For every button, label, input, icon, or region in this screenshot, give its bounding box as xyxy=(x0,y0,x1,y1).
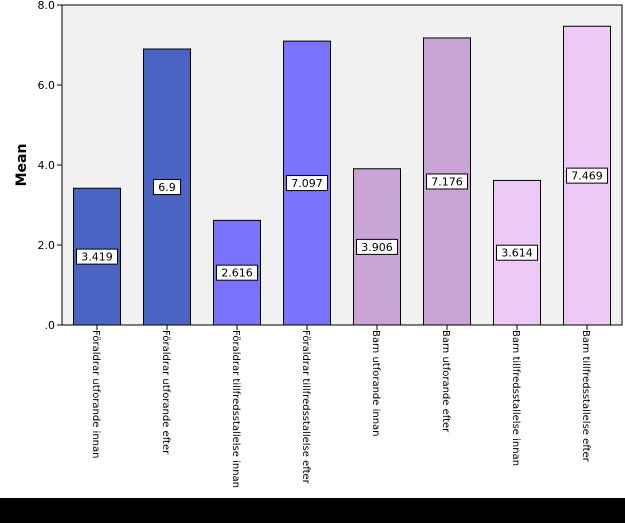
category-label: Barn utforande innan xyxy=(370,330,381,437)
y-axis-label: Mean xyxy=(14,144,30,187)
value-label: 7.469 xyxy=(571,170,603,183)
category-label: Föraldrar utforande innan xyxy=(90,330,101,458)
value-labels: 3.419 6.9 2.616 7.097 3.906 7.176 3.614 7.469 xyxy=(76,167,608,281)
y-tick-label: 4.0 xyxy=(38,159,56,172)
value-label-box xyxy=(286,175,328,192)
value-label-box xyxy=(426,173,468,190)
category-label: Barn utforande efter xyxy=(440,330,451,433)
y-tick-label: 2.0 xyxy=(38,239,56,252)
value-label: 7.097 xyxy=(291,177,323,190)
y-tick-label: 8.0 xyxy=(38,0,56,12)
value-label: 6.9 xyxy=(158,181,176,194)
value-label-box xyxy=(356,238,398,255)
y-tick-label: .0 xyxy=(45,319,56,332)
value-label: 3.419 xyxy=(81,251,113,264)
value-label-box xyxy=(496,244,538,261)
y-axis: .0 2.0 4.0 6.0 8.0 xyxy=(38,0,62,332)
category-label: Barn tillfredsstallelse innan xyxy=(510,330,521,466)
category-label: Föraldrar tillfredsstallelse efter xyxy=(300,330,311,485)
category-label: Barn tillfredsstallelse efter xyxy=(580,330,591,463)
x-axis: Föraldrar utforande innan Föraldrar utfor… xyxy=(90,325,591,488)
bar-chart: .0 2.0 4.0 6.0 8.0 3.419 6.9 2.616 7.097 3.906 7.… xyxy=(14,0,623,488)
category-label: Föraldrar utforande efter xyxy=(160,330,171,455)
y-tick-label: 6.0 xyxy=(38,79,56,92)
value-label-box xyxy=(153,179,181,195)
bottom-bar xyxy=(0,498,625,523)
value-label-box xyxy=(566,167,608,184)
value-label: 7.176 xyxy=(431,175,463,188)
value-label-box xyxy=(216,264,258,281)
value-label-box xyxy=(76,248,118,265)
value-label: 2.616 xyxy=(221,267,253,280)
category-label: Föraldrar tillfredsstallelse innan xyxy=(230,330,241,488)
value-label: 3.614 xyxy=(501,247,533,260)
value-label: 3.906 xyxy=(361,241,393,254)
